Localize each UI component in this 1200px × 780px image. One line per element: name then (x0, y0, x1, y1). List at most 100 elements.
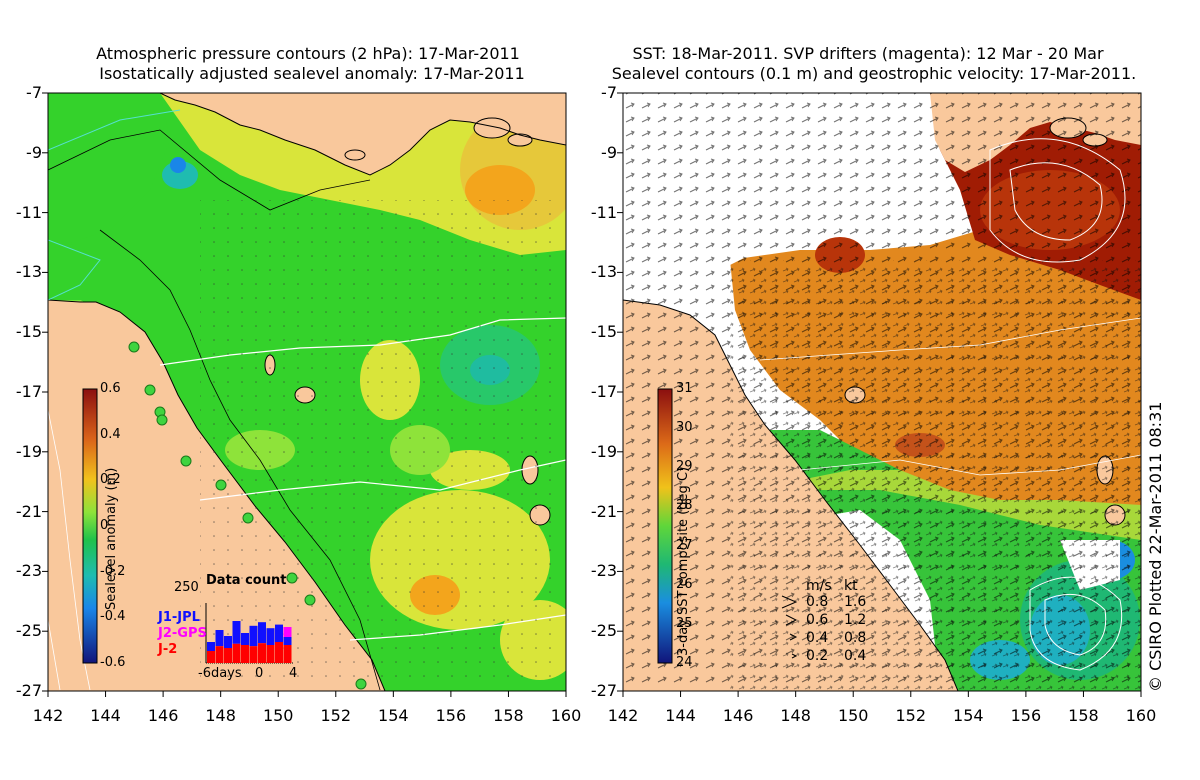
data-count-series-3: J-2 (158, 642, 178, 657)
x-tick-label: 144 (665, 706, 696, 725)
right-map (623, 93, 1141, 691)
sst-colorbar (657, 388, 673, 664)
x-tick-label: 158 (1068, 706, 1099, 725)
colorbar-tick-label: 29 (676, 459, 693, 475)
colorbar-tick-label: 28 (676, 498, 693, 514)
y-tick-label: -13 (590, 262, 617, 282)
data-count-bar-red (258, 643, 266, 663)
data-count-bar-red (224, 648, 232, 663)
y-tick-label: -19 (590, 441, 617, 461)
velocity-legend-kt-4: 0.4 (844, 648, 867, 664)
velocity-legend-header-kt: kt (844, 578, 858, 594)
y-tick-label: -15 (15, 322, 42, 342)
y-tick-label: -17 (590, 382, 617, 401)
data-count-bar-red (215, 646, 224, 663)
y-tick-label: -15 (590, 322, 617, 342)
y-tick-label: -23 (15, 561, 42, 581)
data-count-bar-red (232, 643, 241, 663)
x-tick-label: 144 (90, 706, 121, 725)
x-tick-label: 150 (262, 706, 294, 725)
x-tick-label: 158 (493, 706, 524, 725)
x-tick-label: 160 (1125, 706, 1157, 725)
x-tick-label: 146 (147, 706, 179, 725)
x-tick-label: 142 (607, 706, 639, 725)
data-count-bar-blue (275, 624, 283, 642)
x-tick-label: 154 (953, 706, 984, 725)
y-tick-label: -11 (15, 202, 42, 222)
data-count-bar-blue (224, 636, 232, 648)
colorbar-tick-label: 30 (676, 420, 693, 436)
data-count-series-2: J2-GPS (158, 626, 207, 641)
sla-colorbar-label: Sealevel anomaly (m) (104, 467, 119, 610)
x-tick-label: 148 (205, 706, 236, 725)
data-count-bar-magenta (283, 627, 292, 637)
velocity-legend-ms-3: 0.4 (806, 630, 829, 646)
data-count-x-label-end: 4 (289, 666, 298, 681)
credit-text: © CSIRO Plotted 22-Mar-2011 08:31 (1146, 401, 1165, 692)
data-count-bar-blue (249, 625, 258, 647)
data-count-bar-red (266, 645, 275, 663)
velocity-legend-header-ms: m/s (806, 578, 832, 594)
x-tick-label: 156 (1010, 706, 1042, 725)
sla-colorbar (82, 388, 98, 664)
left-title-line2: Isostatically adjusted sealevel anomaly:… (99, 64, 525, 83)
colorbar-tick-label: 0.4 (100, 426, 121, 442)
y-tick-label: -19 (15, 441, 42, 461)
data-count-bar-red (249, 646, 258, 663)
colorbar-tick-label: -0.6 (100, 655, 126, 670)
y-tick-label: -7 (26, 83, 42, 102)
data-count-bar-red (283, 645, 292, 663)
data-count-series-1: J1-JPL (158, 610, 200, 625)
y-tick-label: -25 (590, 621, 617, 641)
data-count-bar-blue (215, 630, 224, 647)
y-tick-label: -27 (15, 681, 42, 700)
y-tick-label: -23 (590, 561, 617, 581)
left-track-points (128, 341, 367, 690)
y-tick-label: -17 (15, 382, 42, 401)
x-tick-label: 152 (320, 706, 352, 725)
data-count-bar-blue (232, 621, 241, 644)
x-tick-label: 146 (722, 706, 754, 725)
x-tick-label: 142 (32, 706, 64, 725)
left-map (48, 93, 566, 691)
velocity-legend-kt-2: 1.2 (844, 612, 867, 628)
velocity-legend-kt-3: 0.8 (844, 630, 867, 646)
colorbar-tick-label: 25 (676, 615, 693, 631)
right-title-line1: SST: 18-Mar-2011. SVP drifters (magenta)… (632, 44, 1104, 63)
data-count-bar-red (275, 642, 283, 663)
colorbar-tick-label: 0 (100, 518, 109, 533)
y-tick-label: -27 (590, 681, 617, 700)
left-png-land (160, 93, 566, 175)
colorbar-tick-label: -0.4 (100, 609, 126, 625)
colorbar-tick-label: 31 (676, 381, 693, 396)
colorbar-tick-label: 26 (676, 576, 693, 592)
data-count-bar-blue (266, 628, 275, 645)
colorbar-tick-label: 27 (676, 537, 693, 553)
colorbar-tick-label: 0.6 (100, 381, 121, 396)
colorbar-tick-label: 0.2 (100, 472, 121, 488)
data-count-bar-red (241, 645, 249, 663)
velocity-legend-ms-1: 0.8 (806, 594, 829, 610)
x-tick-label: 160 (550, 706, 582, 725)
data-count-bar-red (207, 651, 215, 663)
data-count-x-label-start: -6days (198, 666, 242, 681)
y-tick-label: -7 (601, 83, 617, 102)
y-tick-label: -21 (15, 501, 42, 521)
data-count-max: 250 (174, 580, 199, 595)
right-title-line2: Sealevel contours (0.1 m) and geostrophi… (611, 64, 1137, 83)
colorbar-tick-label: 24 (676, 655, 693, 670)
y-tick-label: -9 (601, 142, 617, 162)
left-title-line1: Atmospheric pressure contours (2 hPa): 1… (96, 44, 520, 63)
velocity-legend-kt-1: 1.6 (844, 594, 867, 610)
data-count-bar-blue (241, 633, 249, 645)
y-tick-label: -11 (590, 202, 617, 222)
y-tick-label: -25 (15, 621, 42, 641)
x-tick-label: 152 (895, 706, 927, 725)
data-count-bar-blue (258, 622, 266, 644)
y-tick-label: -13 (15, 262, 42, 282)
x-tick-label: 154 (378, 706, 409, 725)
data-count-x-label-zero: 0 (255, 666, 264, 681)
y-tick-label: -21 (590, 501, 617, 521)
velocity-legend-arrows (781, 595, 798, 659)
